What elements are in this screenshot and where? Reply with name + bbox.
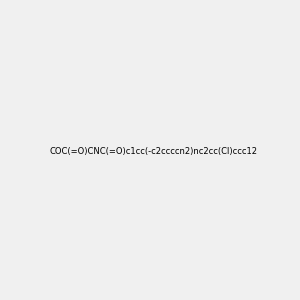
Text: COC(=O)CNC(=O)c1cc(-c2ccccn2)nc2cc(Cl)ccc12: COC(=O)CNC(=O)c1cc(-c2ccccn2)nc2cc(Cl)cc… bbox=[50, 147, 258, 156]
